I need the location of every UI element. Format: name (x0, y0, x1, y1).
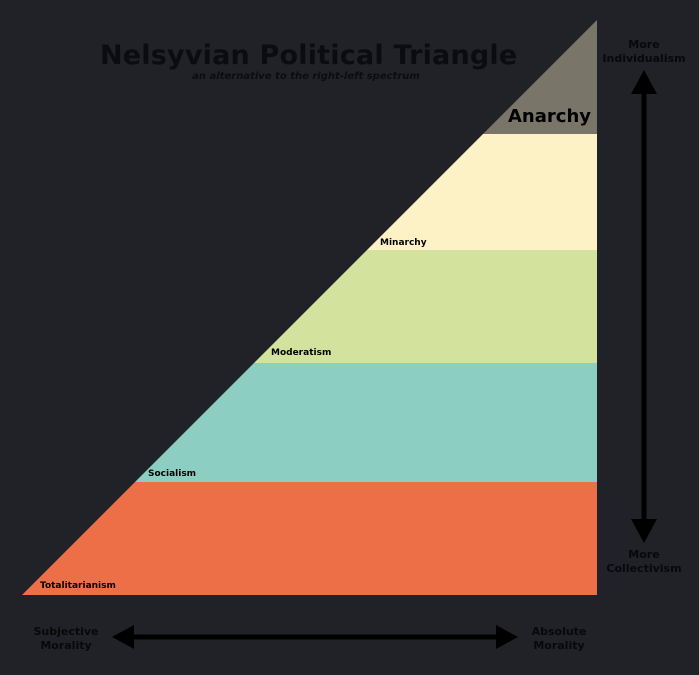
label-absolute-morality-line1: Absolute (531, 625, 587, 638)
label-more-collectivism: More Collectivism (594, 548, 694, 576)
label-more-collectivism-line2: Collectivism (606, 562, 682, 575)
triangle (22, 20, 597, 595)
diagram-subtitle: an alternative to the right-left spectru… (192, 71, 420, 82)
band-socialism (22, 363, 597, 482)
label-socialism: Socialism (148, 469, 197, 479)
label-subjective-morality-line2: Morality (40, 639, 92, 652)
label-more-individualism: More Individualism (594, 38, 694, 66)
band-totalitarianism (22, 482, 597, 595)
label-absolute-morality: Absolute Morality (516, 625, 602, 653)
label-subjective-morality: Subjective Morality (18, 625, 114, 653)
label-more-collectivism-line1: More (628, 548, 660, 561)
individualism-collectivism-arrow (631, 70, 657, 543)
label-totalitarianism: Totalitarianism (40, 581, 116, 591)
morality-arrow (112, 625, 518, 649)
label-anarchy: Anarchy (508, 106, 591, 127)
label-minarchy: Minarchy (380, 238, 427, 248)
label-subjective-morality-line1: Subjective (33, 625, 99, 638)
label-more-individualism-line2: Individualism (602, 52, 686, 65)
diagram-title: Nelsyvian Political Triangle (100, 40, 518, 71)
label-moderatism: Moderatism (271, 348, 332, 358)
label-absolute-morality-line2: Morality (533, 639, 585, 652)
label-more-individualism-line1: More (628, 38, 660, 51)
band-minarchy (22, 134, 597, 250)
band-moderatism (22, 250, 597, 363)
